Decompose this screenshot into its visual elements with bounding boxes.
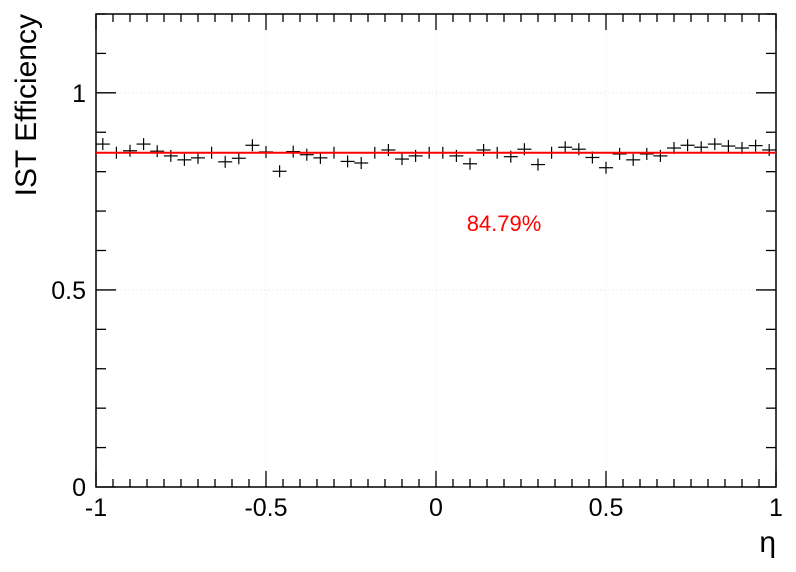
data-point bbox=[272, 165, 287, 178]
y-tick-label: 0.5 bbox=[51, 277, 86, 305]
data-point bbox=[680, 139, 695, 152]
x-tick-label: -1 bbox=[85, 494, 107, 522]
data-point bbox=[707, 138, 722, 151]
data-point bbox=[626, 153, 641, 166]
data-point bbox=[286, 145, 301, 158]
data-point bbox=[721, 140, 736, 153]
data-point bbox=[612, 147, 627, 160]
plot-frame bbox=[95, 13, 777, 488]
data-point bbox=[476, 143, 491, 156]
data-point bbox=[245, 139, 260, 152]
data-point bbox=[340, 155, 355, 168]
data-point bbox=[748, 139, 763, 152]
data-point bbox=[299, 148, 314, 161]
x-tick-label: 0 bbox=[429, 494, 443, 522]
data-point bbox=[694, 141, 709, 154]
data-point bbox=[95, 138, 110, 151]
data-point bbox=[218, 155, 233, 168]
efficiency-annotation: 84.79% bbox=[467, 211, 542, 236]
data-point bbox=[123, 144, 137, 157]
x-tick-label: 0.5 bbox=[589, 494, 624, 522]
y-tick-labels: 00.51 bbox=[51, 80, 86, 502]
x-tick-label: 1 bbox=[769, 494, 783, 522]
x-axis-title: η bbox=[759, 526, 776, 559]
data-point bbox=[463, 157, 477, 170]
y-tick-label: 1 bbox=[72, 80, 86, 108]
y-axis-title: IST Efficiency bbox=[10, 14, 43, 196]
data-point bbox=[136, 138, 151, 151]
data-point bbox=[531, 158, 545, 171]
x-tick-labels: -1 -0.5 0 0.5 1 bbox=[85, 494, 783, 522]
data-point bbox=[395, 153, 409, 166]
data-point bbox=[599, 161, 613, 174]
data-point bbox=[558, 141, 573, 154]
data-point bbox=[639, 147, 654, 160]
data-point bbox=[150, 145, 165, 158]
data-point bbox=[177, 153, 192, 166]
data-point bbox=[313, 151, 328, 164]
data-point bbox=[381, 143, 396, 156]
data-point bbox=[762, 143, 777, 156]
data-point bbox=[191, 151, 205, 164]
data-point bbox=[231, 152, 246, 165]
data-point bbox=[354, 156, 369, 169]
y-tick-label: 0 bbox=[72, 474, 86, 502]
x-tick-label: -0.5 bbox=[244, 494, 287, 522]
